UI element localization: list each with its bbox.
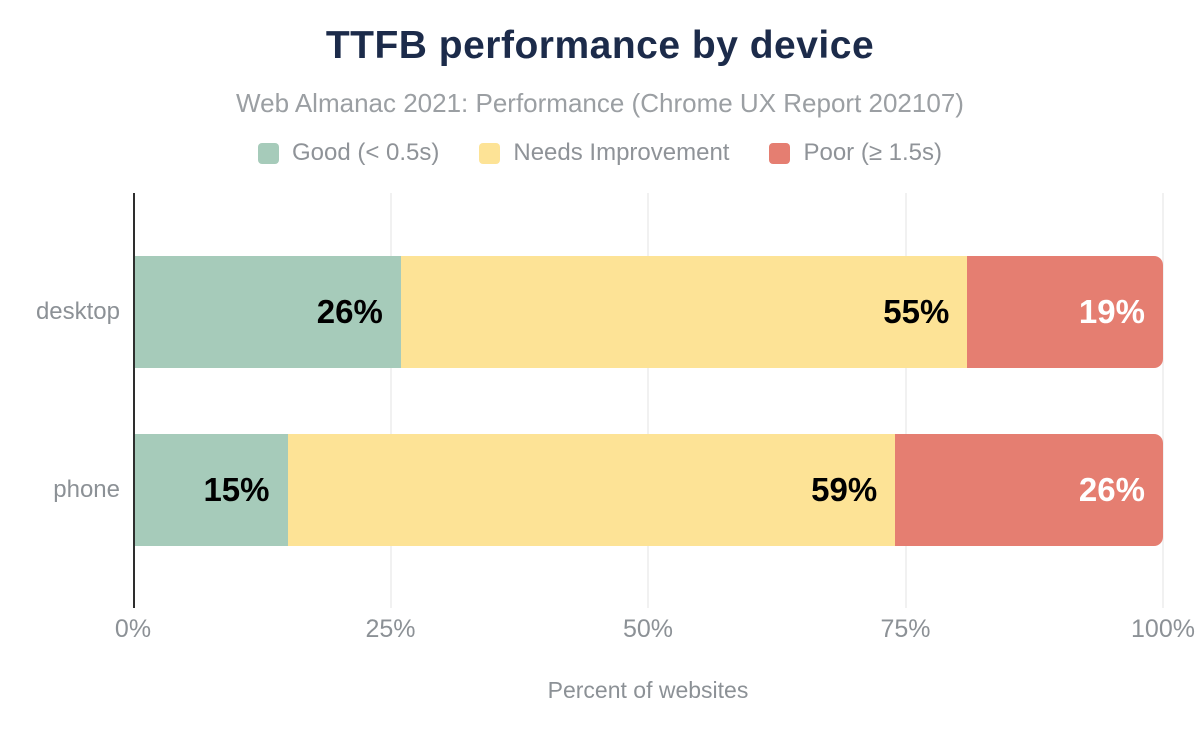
legend: Good (< 0.5s) Needs Improvement Poor (≥ 1.… (0, 139, 1200, 167)
bar-segment-phone-0: 15% (133, 434, 288, 546)
chart-title: TTFB performance by device (325, 24, 875, 67)
bar-segment-desktop-1: 55% (400, 256, 968, 368)
plot-area: 26% 55% 19% 15% 59% 26% (133, 193, 1164, 608)
bar-segment-desktop-0: 26% (133, 256, 401, 368)
legend-label: Good (< 0.5s) (291, 139, 440, 166)
gridline-75 (904, 193, 907, 608)
bar-segment-desktop-2: 19% (967, 256, 1163, 368)
legend-label: Poor (≥ 1.5s) (803, 139, 943, 166)
y-axis-label-desktop: desktop (35, 298, 120, 325)
bar-value-label: 26% (1078, 471, 1145, 508)
x-axis-title: Percent of websites (547, 677, 749, 703)
bar-value-label: 15% (203, 471, 270, 508)
bar-value-label: 19% (1078, 293, 1145, 330)
bar-segment-phone-1: 59% (287, 434, 896, 546)
x-tick-label-50: 50% (622, 615, 674, 643)
legend-item-1: Needs Improvement (479, 139, 729, 167)
bar-value-label: 59% (811, 471, 878, 508)
legend-label: Needs Improvement (513, 139, 730, 166)
legend-item-2: Poor (≥ 1.5s) (769, 139, 942, 167)
bar-desktop: 26% 55% 19% (133, 256, 1163, 368)
x-tick-label-100: 100% (1131, 615, 1195, 643)
gridline-25 (389, 193, 392, 608)
bar-segment-phone-2: 26% (895, 434, 1163, 546)
x-tick-label-75: 75% (880, 615, 931, 643)
x-tick-label-0: 0% (114, 615, 152, 643)
legend-swatch-icon (257, 142, 279, 164)
legend-swatch-icon (479, 142, 501, 164)
bar-value-label: 26% (316, 293, 383, 330)
gridline-50 (647, 193, 649, 608)
y-axis-line (133, 193, 135, 608)
legend-item-0: Good (< 0.5s) (257, 139, 440, 167)
bar-value-label: 55% (883, 293, 950, 330)
gridline-100 (1162, 193, 1164, 608)
bar-phone: 15% 59% 26% (133, 434, 1163, 546)
x-tick-label-25: 25% (365, 615, 416, 643)
y-axis-label-phone: phone (53, 476, 120, 503)
legend-swatch-icon (769, 142, 791, 164)
chart-subtitle: Web Almanac 2021: Performance (Chrome UX… (236, 88, 964, 118)
